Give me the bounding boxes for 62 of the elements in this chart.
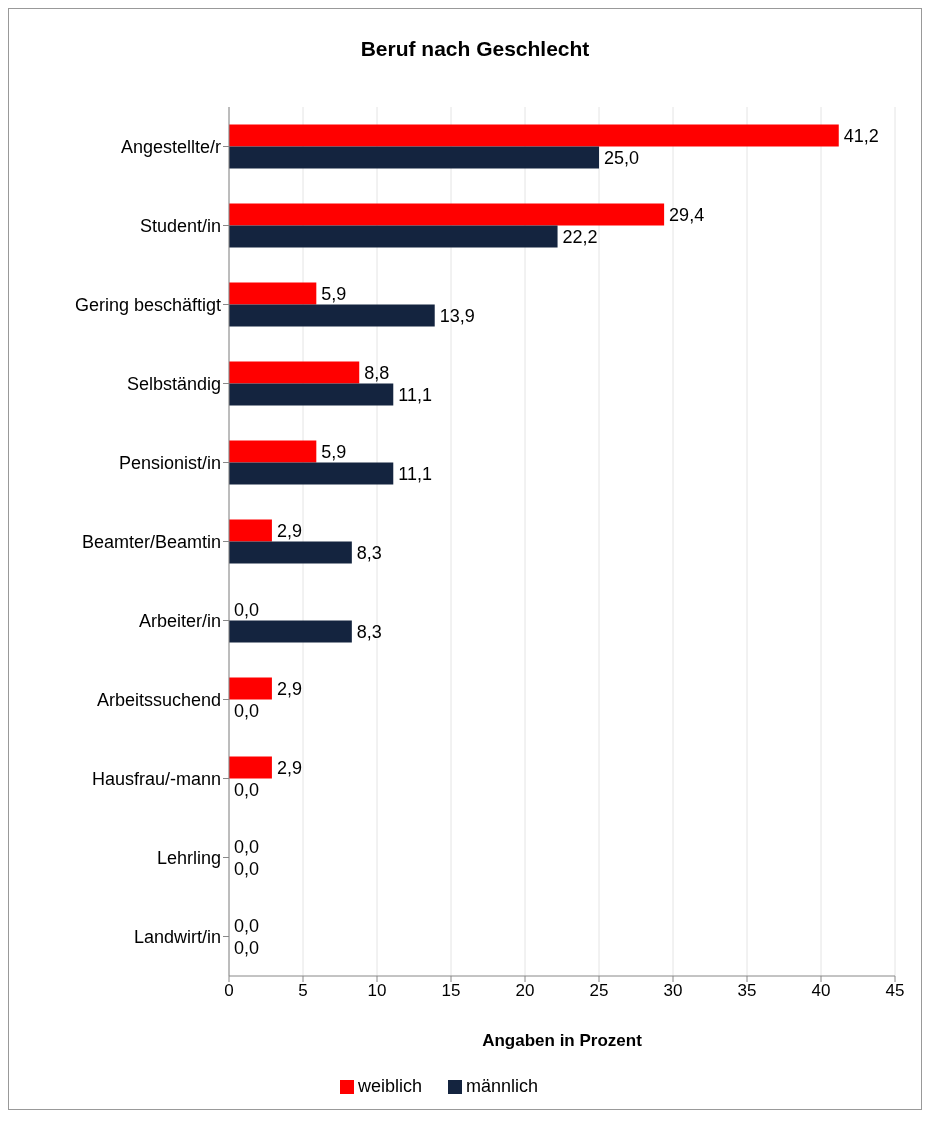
bar bbox=[229, 304, 435, 327]
x-tick-label: 35 bbox=[737, 981, 757, 1001]
y-tick-label: Lehrling bbox=[156, 847, 221, 868]
data-label: 8,3 bbox=[356, 542, 382, 563]
data-label: 11,1 bbox=[398, 463, 432, 484]
y-tick-label: Arbeiter/in bbox=[138, 610, 221, 631]
bar bbox=[229, 519, 272, 542]
y-tick-label: Angestellte/r bbox=[120, 136, 221, 157]
bar bbox=[229, 677, 272, 700]
data-label: 5,9 bbox=[321, 283, 347, 304]
y-tick-label: Pensionist/in bbox=[118, 452, 221, 473]
y-tick-label: Beamter/Beamtin bbox=[81, 531, 221, 552]
y-tick-label: Arbeitssuchend bbox=[96, 689, 221, 710]
x-tick-label: 10 bbox=[367, 981, 387, 1001]
x-axis-title: Angaben in Prozent bbox=[482, 1031, 643, 1050]
data-label: 8,8 bbox=[364, 362, 390, 383]
bar bbox=[229, 756, 272, 779]
bar bbox=[229, 225, 558, 248]
bar bbox=[229, 541, 352, 564]
data-label: 0,0 bbox=[234, 858, 260, 879]
data-label: 13,9 bbox=[439, 305, 475, 326]
x-tick-label: 25 bbox=[589, 981, 609, 1001]
data-label: 25,0 bbox=[604, 147, 640, 168]
bar bbox=[229, 203, 665, 226]
data-label: 2,9 bbox=[276, 678, 302, 699]
data-label: 0,0 bbox=[234, 779, 260, 800]
data-label: 5,9 bbox=[321, 441, 347, 462]
bar bbox=[229, 146, 599, 169]
x-tick-label: 15 bbox=[441, 981, 461, 1001]
x-tick-label: 5 bbox=[298, 981, 308, 1001]
data-label: 0,0 bbox=[234, 700, 260, 721]
y-tick-label: Gering beschäftigt bbox=[74, 294, 221, 315]
bar bbox=[229, 361, 360, 384]
x-tick-label: 45 bbox=[885, 981, 905, 1001]
y-tick-label: Hausfrau/-mann bbox=[91, 768, 221, 789]
y-tick-label: Selbständig bbox=[126, 373, 221, 394]
data-label: 0,0 bbox=[234, 937, 260, 958]
y-tick-label: Student/in bbox=[139, 215, 221, 236]
legend-label: weiblich bbox=[357, 1076, 422, 1096]
bar bbox=[229, 620, 352, 643]
bar bbox=[229, 282, 317, 305]
data-label: 0,0 bbox=[234, 599, 260, 620]
bar bbox=[229, 124, 839, 147]
x-tick-label: 0 bbox=[224, 981, 234, 1001]
data-label: 2,9 bbox=[276, 520, 302, 541]
x-tick-label: 20 bbox=[515, 981, 535, 1001]
x-tick-label: 30 bbox=[663, 981, 683, 1001]
data-label: 11,1 bbox=[398, 384, 432, 405]
chart-title: Beruf nach Geschlecht bbox=[359, 36, 591, 62]
data-label: 41,2 bbox=[843, 125, 879, 146]
y-tick-label: Landwirt/in bbox=[133, 926, 221, 947]
x-tick-label: 40 bbox=[811, 981, 831, 1001]
data-label: 8,3 bbox=[356, 621, 382, 642]
bar bbox=[229, 383, 394, 406]
bar bbox=[229, 462, 394, 485]
data-label: 2,9 bbox=[276, 757, 302, 778]
data-label: 0,0 bbox=[234, 836, 260, 857]
data-label: 0,0 bbox=[234, 915, 260, 936]
data-label: 22,2 bbox=[562, 226, 598, 247]
data-label: 29,4 bbox=[669, 204, 705, 225]
legend-label: männlich bbox=[465, 1076, 539, 1096]
bar bbox=[229, 440, 317, 463]
